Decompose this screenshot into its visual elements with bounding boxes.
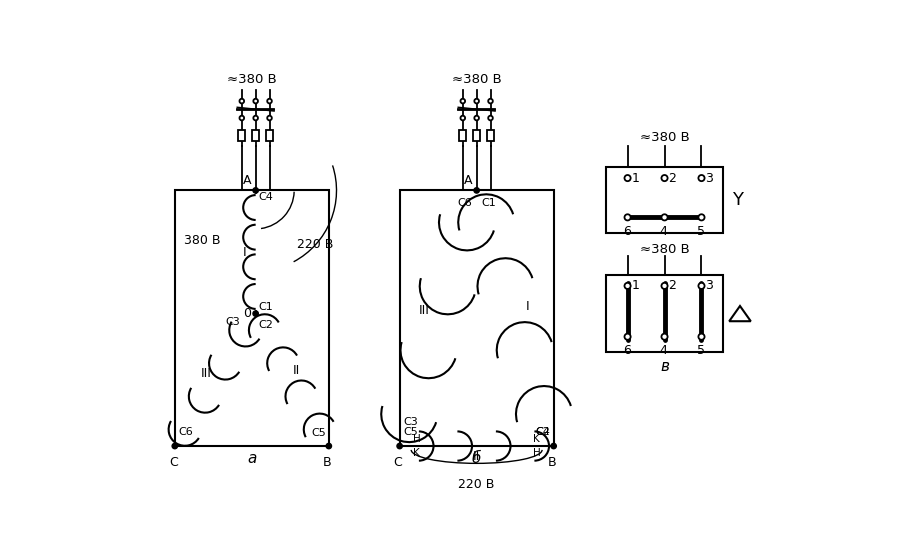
- Text: H: H: [413, 434, 420, 444]
- Text: C3: C3: [403, 417, 418, 427]
- Text: C: C: [169, 456, 177, 469]
- Bar: [252, 129, 259, 141]
- Bar: [266, 129, 273, 141]
- Text: C6: C6: [178, 427, 193, 437]
- Circle shape: [625, 175, 631, 181]
- Text: C2: C2: [258, 320, 274, 330]
- Text: 1: 1: [632, 279, 639, 292]
- Text: K: K: [534, 434, 540, 444]
- Text: 3: 3: [706, 279, 713, 292]
- Bar: [238, 129, 246, 141]
- Text: в: в: [660, 358, 669, 374]
- Text: 6: 6: [623, 344, 631, 357]
- Text: K: K: [413, 449, 420, 458]
- Circle shape: [662, 283, 668, 289]
- Circle shape: [698, 214, 705, 221]
- Circle shape: [625, 283, 631, 289]
- Circle shape: [461, 116, 465, 120]
- Circle shape: [172, 444, 177, 449]
- Circle shape: [397, 444, 402, 449]
- Text: C3: C3: [226, 318, 240, 328]
- Bar: [606, 167, 723, 233]
- Bar: [487, 129, 494, 141]
- Text: C5: C5: [312, 428, 327, 438]
- Text: 2: 2: [669, 171, 676, 185]
- Text: C1: C1: [258, 302, 274, 312]
- Circle shape: [625, 334, 631, 340]
- Circle shape: [253, 188, 258, 193]
- Circle shape: [239, 116, 244, 120]
- Text: C5: C5: [403, 427, 418, 437]
- Text: ≈380 В: ≈380 В: [227, 73, 276, 86]
- Bar: [400, 190, 554, 446]
- Circle shape: [267, 99, 272, 104]
- Text: H: H: [533, 449, 541, 458]
- Text: ≈380 В: ≈380 В: [640, 131, 689, 144]
- Text: Υ: Υ: [733, 191, 743, 209]
- Circle shape: [239, 99, 244, 104]
- Text: I: I: [243, 245, 247, 259]
- Text: 4: 4: [660, 225, 668, 238]
- Text: C: C: [393, 456, 401, 469]
- Bar: [175, 190, 328, 446]
- Text: 380 В: 380 В: [184, 234, 220, 247]
- Text: 5: 5: [697, 344, 705, 357]
- Text: C1: C1: [482, 198, 496, 208]
- Text: III: III: [418, 304, 429, 317]
- Text: 1: 1: [632, 171, 639, 185]
- Text: 220 В: 220 В: [297, 238, 334, 251]
- Circle shape: [326, 444, 331, 449]
- Text: ≈380 В: ≈380 В: [452, 73, 501, 86]
- Circle shape: [488, 99, 493, 104]
- Text: I: I: [526, 300, 529, 313]
- Circle shape: [662, 214, 668, 221]
- Circle shape: [474, 116, 479, 120]
- Circle shape: [461, 99, 465, 104]
- Text: 3: 3: [706, 171, 713, 185]
- Circle shape: [488, 116, 493, 120]
- Text: 5: 5: [697, 225, 705, 238]
- Text: C4: C4: [258, 192, 274, 202]
- Text: 2: 2: [669, 279, 676, 292]
- Text: C2: C2: [535, 427, 550, 437]
- Circle shape: [254, 116, 258, 120]
- Circle shape: [267, 116, 272, 120]
- Circle shape: [253, 311, 258, 316]
- Text: C4: C4: [535, 427, 550, 437]
- Text: A: A: [464, 174, 472, 188]
- Text: B: B: [323, 456, 331, 469]
- Text: C6: C6: [457, 198, 472, 208]
- Circle shape: [662, 334, 668, 340]
- Text: B: B: [548, 456, 556, 469]
- Text: III: III: [201, 367, 212, 380]
- Text: 0: 0: [243, 307, 251, 320]
- Text: 4: 4: [660, 344, 668, 357]
- Text: A: A: [242, 174, 251, 188]
- Text: а: а: [248, 451, 256, 466]
- Circle shape: [662, 175, 668, 181]
- Circle shape: [551, 444, 556, 449]
- Circle shape: [698, 334, 705, 340]
- Text: 220 В: 220 В: [458, 478, 495, 491]
- Bar: [459, 129, 466, 141]
- Circle shape: [474, 99, 479, 104]
- Circle shape: [254, 99, 258, 104]
- Bar: [473, 129, 480, 141]
- Circle shape: [698, 283, 705, 289]
- Text: б: б: [472, 451, 482, 466]
- Circle shape: [625, 214, 631, 221]
- Text: ≈380 В: ≈380 В: [640, 243, 689, 256]
- Circle shape: [474, 188, 480, 193]
- Text: II: II: [292, 364, 300, 377]
- Circle shape: [698, 175, 705, 181]
- Bar: [606, 275, 723, 352]
- Text: 6: 6: [623, 225, 631, 238]
- Text: II: II: [473, 450, 481, 463]
